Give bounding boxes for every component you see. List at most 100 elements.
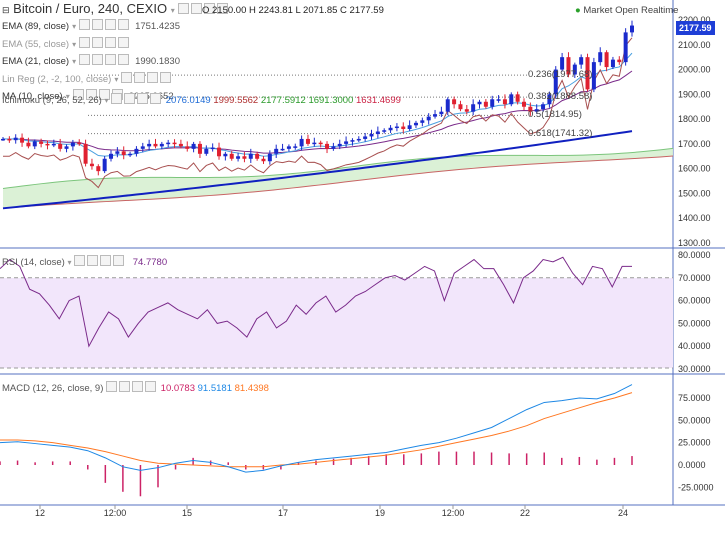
candle-body bbox=[128, 153, 133, 156]
candle-body bbox=[331, 146, 336, 149]
ichimoku-label: Ichimoku (9, 26, 52, 26) bbox=[2, 95, 102, 106]
candle-body bbox=[502, 99, 507, 105]
settings-icon[interactable] bbox=[134, 71, 146, 83]
eye-icon[interactable] bbox=[121, 71, 133, 83]
close-icon[interactable] bbox=[132, 381, 144, 392]
chevron-down-icon[interactable]: ▾ bbox=[104, 96, 109, 105]
candle-body bbox=[115, 151, 120, 154]
candle-body bbox=[178, 143, 183, 147]
eye-icon[interactable] bbox=[79, 36, 91, 48]
time-tick-label: 12:00 bbox=[442, 508, 465, 518]
indicator-legend-row[interactable]: Lin Reg (2, -2, 100, close) ▾ bbox=[2, 71, 173, 86]
candle-body bbox=[229, 153, 234, 159]
candle-body bbox=[356, 138, 361, 141]
more-icon[interactable] bbox=[217, 3, 229, 14]
candle-body bbox=[477, 101, 482, 105]
settings-icon[interactable] bbox=[124, 93, 136, 104]
ichimoku-legend[interactable]: Ichimoku (9, 26, 52, 26) ▾ 2076.0149 199… bbox=[2, 93, 401, 107]
candle-body bbox=[591, 62, 596, 90]
settings-icon[interactable] bbox=[119, 381, 131, 392]
more-icon[interactable] bbox=[118, 19, 130, 30]
eye-icon[interactable] bbox=[106, 381, 118, 392]
more-icon[interactable] bbox=[113, 255, 125, 266]
more-icon[interactable] bbox=[150, 93, 162, 104]
candle-body bbox=[553, 69, 558, 95]
close-icon[interactable] bbox=[204, 3, 216, 14]
chevron-down-icon[interactable]: ▾ bbox=[72, 22, 77, 31]
candle-body bbox=[585, 57, 590, 90]
macd-tick-label: -25.0000 bbox=[678, 482, 714, 492]
candle-body bbox=[496, 99, 501, 101]
close-icon[interactable] bbox=[137, 93, 149, 104]
candle-body bbox=[280, 148, 285, 151]
candle-body bbox=[70, 142, 75, 147]
time-tick-label: 12:00 bbox=[104, 508, 127, 518]
chevron-down-icon[interactable]: ▾ bbox=[114, 74, 119, 84]
candle-body bbox=[96, 166, 101, 172]
rsi-tick-label: 70.0000 bbox=[678, 273, 711, 283]
close-icon[interactable] bbox=[100, 255, 112, 266]
close-icon[interactable] bbox=[105, 19, 117, 30]
time-tick-label: 24 bbox=[618, 508, 628, 518]
close-icon[interactable] bbox=[105, 54, 117, 65]
indicator-value: 1751.4235 bbox=[135, 21, 180, 32]
candle-body bbox=[293, 146, 298, 148]
more-icon[interactable] bbox=[160, 71, 172, 83]
eye-icon[interactable] bbox=[178, 3, 190, 14]
candle-body bbox=[7, 138, 12, 141]
macd-tick-label: 50.0000 bbox=[678, 415, 711, 425]
candle-body bbox=[204, 148, 209, 154]
chevron-down-icon[interactable]: ▾ bbox=[65, 92, 70, 101]
settings-icon[interactable] bbox=[92, 36, 104, 48]
indicator-legend-row[interactable]: EMA (21, close) ▾ 1990.1830 bbox=[2, 54, 180, 68]
eye-icon[interactable] bbox=[74, 255, 86, 266]
settings-icon[interactable] bbox=[85, 89, 97, 100]
candle-body bbox=[147, 143, 152, 147]
candle-body bbox=[325, 143, 330, 149]
chevron-down-icon[interactable]: ▾ bbox=[67, 258, 72, 267]
settings-icon[interactable] bbox=[191, 3, 203, 14]
chevron-down-icon[interactable]: ▾ bbox=[170, 6, 175, 15]
chevron-down-icon[interactable]: ▾ bbox=[72, 39, 77, 49]
eye-icon[interactable] bbox=[79, 54, 91, 65]
rsi-legend[interactable]: RSI (14, close) ▾ 74.7780 bbox=[2, 255, 167, 269]
chevron-down-icon[interactable]: ▾ bbox=[72, 57, 77, 66]
eye-icon[interactable] bbox=[72, 89, 84, 100]
candle-body bbox=[217, 147, 222, 157]
settings-icon[interactable] bbox=[92, 54, 104, 65]
ohlc-readout: O 2150.00 H 2243.81 L 2071.85 C 2177.59 bbox=[202, 5, 384, 16]
ichimoku-span-a bbox=[2, 147, 674, 189]
time-tick-label: 17 bbox=[278, 508, 288, 518]
indicator-legend-row[interactable]: EMA (89, close) ▾ 1751.4235 bbox=[2, 19, 180, 33]
price-tick-label: 2200.00 bbox=[678, 15, 711, 25]
status-dot-icon: ● bbox=[575, 5, 581, 16]
more-icon[interactable] bbox=[145, 381, 157, 392]
last-price-badge: 2177.59 bbox=[676, 21, 715, 35]
price-tick-label: 1600.00 bbox=[678, 164, 711, 174]
candle-body bbox=[579, 57, 584, 65]
more-icon[interactable] bbox=[118, 54, 130, 65]
more-icon[interactable] bbox=[118, 36, 130, 48]
fib-level-label: 0.618(1741.32) bbox=[528, 127, 593, 139]
candle-body bbox=[134, 148, 139, 154]
eye-icon[interactable] bbox=[111, 93, 123, 104]
settings-icon[interactable] bbox=[92, 19, 104, 30]
close-icon[interactable] bbox=[147, 71, 159, 83]
eye-icon[interactable] bbox=[79, 19, 91, 30]
indicator-legend-row[interactable]: EMA (55, close) ▾ bbox=[2, 36, 131, 51]
candle-body bbox=[255, 153, 260, 159]
candle-body bbox=[166, 142, 171, 145]
ichimoku-value: 1691.3000 bbox=[308, 95, 354, 106]
price-tick-label: 1900.00 bbox=[678, 89, 711, 99]
collapse-icon[interactable]: ⊟ bbox=[2, 5, 10, 15]
fib-level-label: 0.5(1814.95) bbox=[528, 109, 582, 121]
candle-body bbox=[267, 153, 272, 162]
rsi-line bbox=[0, 256, 632, 348]
settings-icon[interactable] bbox=[87, 255, 99, 266]
chart-title[interactable]: ⊟ Bitcoin / Euro, 240, CEXIO ▾ bbox=[2, 2, 230, 17]
realtime-label: Realtime bbox=[640, 5, 679, 16]
close-icon[interactable] bbox=[105, 36, 117, 48]
close-icon[interactable] bbox=[98, 89, 110, 100]
macd-legend[interactable]: MACD (12, 26, close, 9) 10.0783 91.5181 … bbox=[2, 381, 269, 395]
